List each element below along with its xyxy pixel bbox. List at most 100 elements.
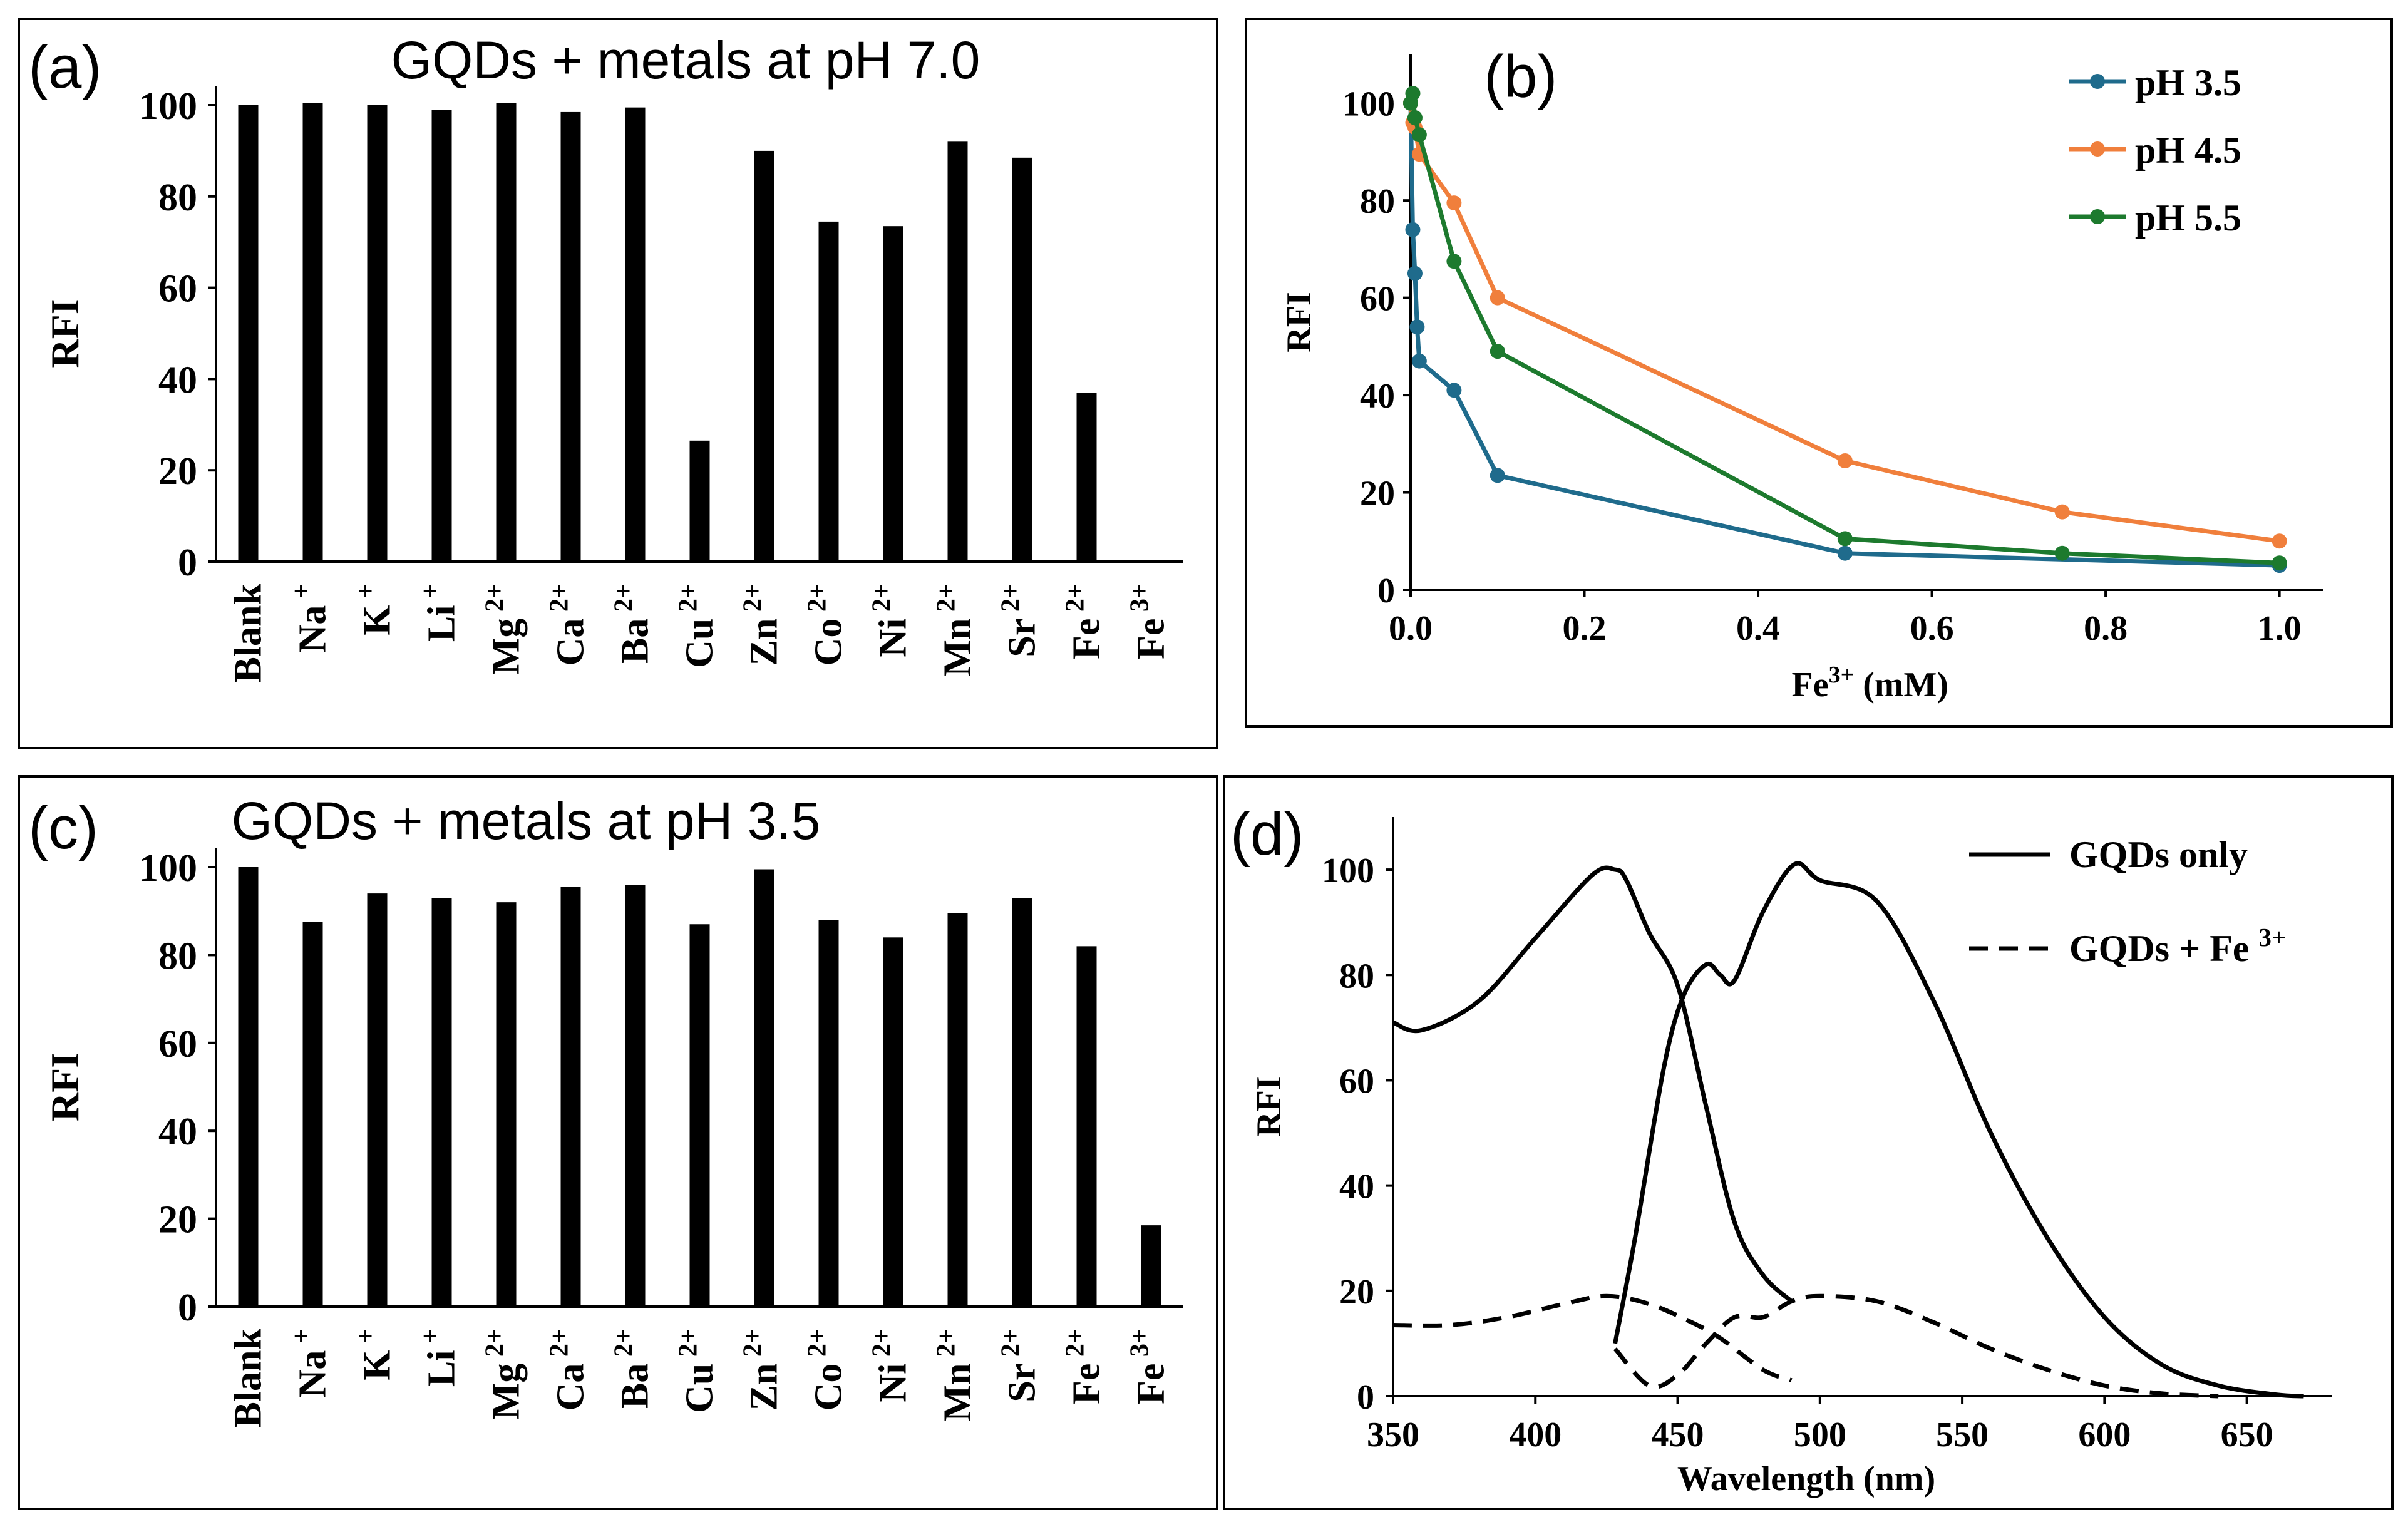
panel-b-legend-label: pH 5.5	[2135, 197, 2241, 239]
panel-d-xtick-label: 450	[1652, 1416, 1704, 1454]
panel-b-ytick-label: 100	[1342, 85, 1395, 124]
panel-d-legend-label-base: GQDs + Fe	[2069, 928, 2259, 969]
panel-a-ytick-label: 0	[178, 542, 197, 584]
panel-c-bar	[560, 887, 581, 1307]
panel-c-xtick-label: Fe 3+	[1125, 1329, 1173, 1404]
panel-c-xtick-label: Blank	[227, 1328, 270, 1427]
panel-a-bar	[1076, 393, 1097, 562]
panel-a-xtick-label: Cu 2+	[674, 584, 721, 668]
panel-c-ytick-label: 80	[158, 935, 197, 977]
panel-b-ytick-label: 20	[1360, 475, 1395, 513]
panel-b-legend-marker	[2090, 141, 2105, 157]
panel-b-series-line	[1408, 103, 2280, 568]
panel-c-bar	[625, 885, 646, 1307]
panel-d-legend-label-sup: 3+	[2259, 923, 2287, 952]
panel-a-xtick-label-base: K	[356, 605, 399, 635]
panel-d-ytick-label: 60	[1339, 1062, 1374, 1101]
panel-d-xtick-label: 400	[1509, 1416, 1562, 1454]
panel-b-xlabel-fe: Fe3+ (mM)	[1792, 662, 1949, 704]
panel-d-xtick-label: 600	[2078, 1416, 2131, 1454]
panel-c-ytick-label: 20	[158, 1199, 197, 1242]
panel-c-xtick-label-sup: 2+	[932, 1329, 961, 1364]
panel-c-bar	[238, 867, 259, 1307]
panel-a-xtick-label: Fe 3+	[1125, 584, 1173, 659]
panel-b-legend-label: pH 4.5	[2135, 130, 2241, 171]
panel-b-point	[1411, 127, 1427, 143]
panel-a-bar	[818, 221, 839, 562]
panel-a-xtick-label-base: Ba	[614, 619, 657, 664]
panel-d-xtick-label: 350	[1367, 1416, 1419, 1454]
panel-c-xtick-label-base: Fe	[1066, 1364, 1108, 1404]
panel-a-xtick-label-sup: 2+	[803, 584, 832, 619]
panel-d-ytick-label: 20	[1339, 1273, 1374, 1312]
panel-b-xlabel-fe-base: Fe	[1792, 666, 1829, 704]
panel-b-legend-marker	[2090, 209, 2105, 224]
panel-c-bar	[1141, 1225, 1161, 1307]
panel-a-xtick-label: Na +	[287, 584, 334, 652]
panel-a-xtick-label: Ca 2+	[545, 584, 592, 666]
panel-d-series-quenched	[1613, 1293, 2219, 1399]
panel-c-bar	[496, 902, 517, 1307]
panel-c-xtick-label-base: Zn	[743, 1364, 786, 1411]
panel-b-point	[2272, 533, 2287, 549]
panel-c-bar	[302, 922, 323, 1307]
panel-a-xtick-label: Sr 2+	[996, 584, 1044, 657]
panel-c-xtick-label-sup: +	[351, 1329, 381, 1350]
panel-c-xtick-label-sup: 2+	[738, 1329, 768, 1364]
panel-d-xtick-label: 500	[1794, 1416, 1846, 1454]
panel-c-xtick-label: Ba 2+	[609, 1329, 657, 1409]
panel-b-point	[1405, 222, 1421, 237]
panel-a-bar	[689, 440, 710, 562]
panel-c-xtick-label-sup: 2+	[996, 1329, 1026, 1364]
panel-d-xlabel: Wavelength (nm)	[1677, 1459, 1935, 1498]
panel-c-xtick-label-sup: 2+	[803, 1329, 832, 1364]
panel-b-xlabel-sup: 3+	[1829, 662, 1855, 688]
panel-d-xtick-label: 550	[1936, 1416, 1989, 1454]
panel-b-legend-marker	[2090, 74, 2105, 89]
panel-d-ytick-label: 100	[1322, 851, 1374, 890]
panel-c-xtick-label: Ca 2+	[545, 1329, 592, 1411]
panel-b-point	[1446, 383, 1462, 398]
panel-c-xtick-label-base: K	[356, 1350, 399, 1380]
panel-a-xtick-label-base: Fe	[1066, 619, 1108, 659]
panel-a-xtick-label-base: Ca	[550, 619, 592, 666]
panel-c-ytick-label: 100	[139, 847, 197, 890]
panel-a-xtick-label-base: Sr	[1001, 619, 1044, 657]
panel-a-xtick-label-base: Ni	[872, 619, 915, 657]
panel-a-bar	[302, 103, 323, 562]
panel-c-bar	[1012, 898, 1032, 1307]
panel-a-xtick-label-sup: 2+	[738, 584, 768, 619]
panel-d-chart: 0 20 40 60 80 100 350 400 450 500 550 600 650 Wavelen…	[1250, 817, 2332, 1498]
panel-c-ytick-label: 0	[178, 1287, 197, 1329]
panel-c-xtick-label: Cu 2+	[674, 1329, 721, 1413]
panel-a-xtick-label: Li +	[416, 584, 463, 642]
panel-c-bar	[818, 920, 839, 1307]
panel-c-bar	[1076, 946, 1097, 1307]
panel-c-xtick-label-base: Mg	[485, 1364, 528, 1420]
panel-a-xtick-label-sup: 2+	[1061, 584, 1090, 619]
panel-c-xtick-label: Zn 2+	[738, 1329, 786, 1411]
panel-a-xtick-label-base: Mn	[937, 619, 979, 677]
panel-d-ylabel: RFI	[1250, 1076, 1289, 1136]
panel-a-bar	[754, 150, 774, 562]
panel-c-bar	[431, 898, 452, 1307]
panel-b-point	[1446, 195, 1462, 211]
panel-c-xtick-label: Mg 2+	[480, 1329, 528, 1419]
panel-a-xtick-label: Mn 2+	[932, 584, 979, 677]
panel-a-xtick-label-sup: 2+	[867, 584, 897, 619]
panel-a-xtick-label-sup: 2+	[674, 584, 703, 619]
panel-a-bar	[947, 141, 968, 562]
panel-a-xtick-label-base: Fe	[1130, 619, 1173, 659]
panel-c-xtick-label-sup: 2+	[545, 1329, 574, 1364]
panel-c-xtick-label-sup: 3+	[1125, 1329, 1155, 1364]
panel-b-ytick-label: 40	[1360, 377, 1395, 416]
panel-c-xtick-label-base: Co	[808, 1364, 850, 1411]
panel-b-ytick-label: 60	[1360, 280, 1395, 319]
panel-a-xtick-label-base: Blank	[227, 583, 270, 682]
panel-d-label: (d)	[1230, 801, 1304, 868]
panel-b-point	[1407, 265, 1423, 281]
panel-c-xtick-label: Co 2+	[803, 1329, 850, 1411]
panel-c-xtick-label-base: Sr	[1001, 1364, 1044, 1402]
